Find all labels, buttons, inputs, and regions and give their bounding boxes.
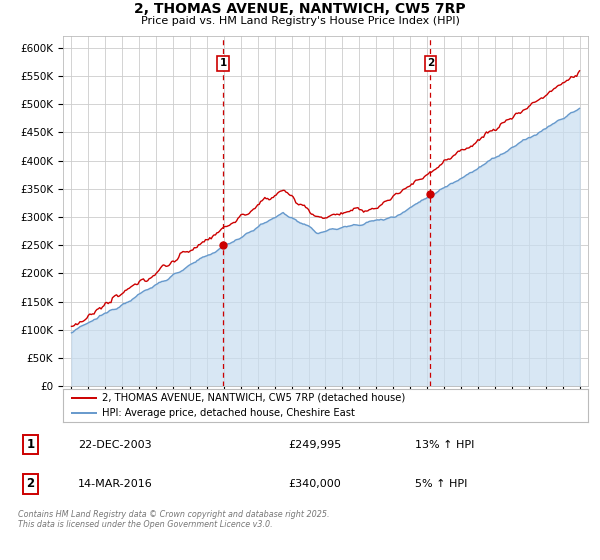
Text: £340,000: £340,000 xyxy=(289,479,341,489)
Text: 2: 2 xyxy=(26,477,34,491)
Text: 1: 1 xyxy=(220,58,227,68)
Text: Contains HM Land Registry data © Crown copyright and database right 2025.
This d: Contains HM Land Registry data © Crown c… xyxy=(18,510,329,529)
Text: 2, THOMAS AVENUE, NANTWICH, CW5 7RP: 2, THOMAS AVENUE, NANTWICH, CW5 7RP xyxy=(134,2,466,16)
Text: 13% ↑ HPI: 13% ↑ HPI xyxy=(415,440,475,450)
Text: £249,995: £249,995 xyxy=(289,440,342,450)
Text: 2, THOMAS AVENUE, NANTWICH, CW5 7RP (detached house): 2, THOMAS AVENUE, NANTWICH, CW5 7RP (det… xyxy=(103,393,406,403)
Text: 22-DEC-2003: 22-DEC-2003 xyxy=(78,440,152,450)
Text: 1: 1 xyxy=(26,438,34,451)
Text: 14-MAR-2016: 14-MAR-2016 xyxy=(78,479,153,489)
Text: 2: 2 xyxy=(427,58,434,68)
Text: 5% ↑ HPI: 5% ↑ HPI xyxy=(415,479,467,489)
Text: Price paid vs. HM Land Registry's House Price Index (HPI): Price paid vs. HM Land Registry's House … xyxy=(140,16,460,26)
Text: HPI: Average price, detached house, Cheshire East: HPI: Average price, detached house, Ches… xyxy=(103,408,355,418)
